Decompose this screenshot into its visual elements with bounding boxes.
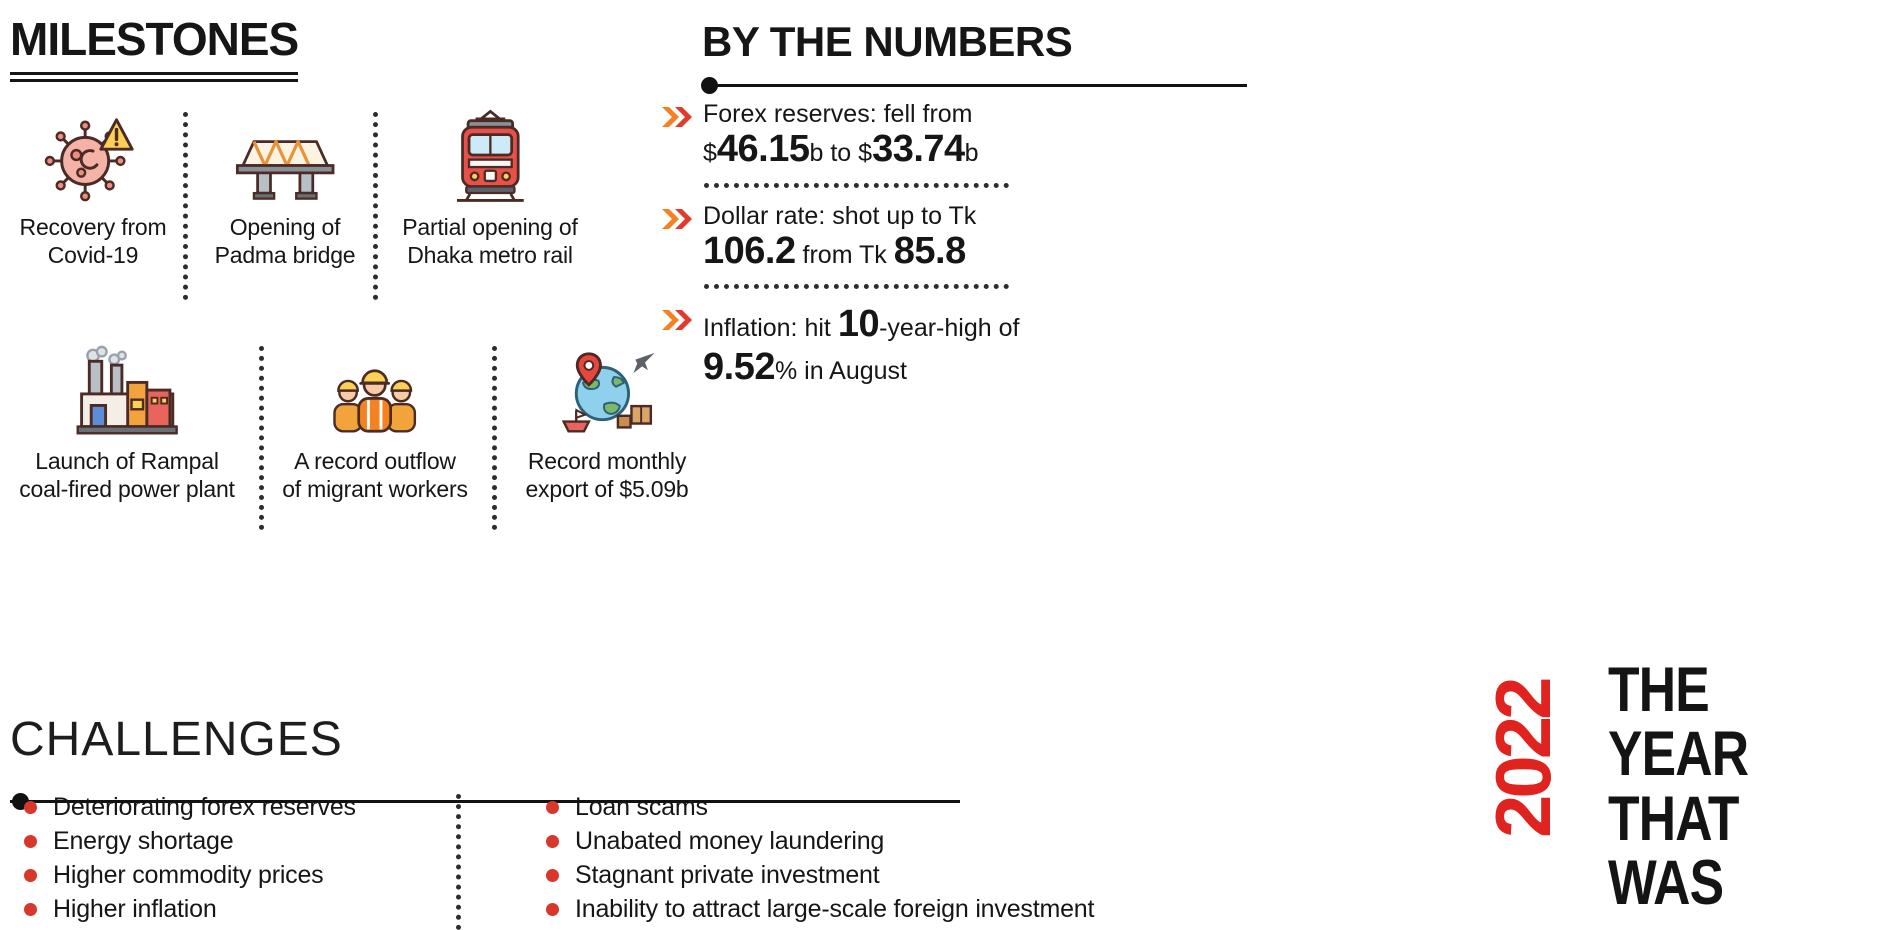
milestone-label: Recovery from Covid-19 <box>19 214 167 268</box>
stat-item-forex: Forex reserves: fell from $46.15b to $33.… <box>660 100 1120 171</box>
double-chevron-icon <box>662 208 692 229</box>
tagline-line1: THE YEAR <box>1608 655 1749 790</box>
section-rule <box>701 77 1247 94</box>
challenge-item: Stagnant private investment <box>546 858 1094 892</box>
line-start-dot <box>701 77 718 94</box>
milestone-label: Opening of Padma bridge <box>214 214 356 268</box>
challenge-label: Higher commodity prices <box>53 860 324 889</box>
stat-text: Dollar rate: shot up to Tk 106.2 from Tk … <box>703 201 977 272</box>
bullet-icon <box>546 800 559 814</box>
milestone-item-padma-bridge: Opening of Padma bridge <box>203 104 367 269</box>
stat-text: Inflation: hit 10-year-high of 9.52% in A… <box>703 303 1020 388</box>
dotted-divider <box>456 794 461 930</box>
dotted-divider <box>259 346 264 530</box>
year-tagline: THE YEAR THAT WAS <box>1608 658 1836 915</box>
challenge-label: Unabated money laundering <box>575 826 885 855</box>
dotted-divider <box>492 346 497 530</box>
dotted-separator <box>704 182 1009 188</box>
challenge-item: Loan scams <box>546 790 1094 824</box>
milestone-item-metro-rail: Partial opening of Dhaka metro rail <box>390 104 590 269</box>
challenge-label: Loan scams <box>575 792 708 821</box>
challenge-label: Stagnant private investment <box>575 860 880 889</box>
migrant-workers-icon <box>280 338 470 440</box>
milestone-label: Launch of Rampal coal-fired power plant <box>19 448 235 502</box>
challenge-label: Higher inflation <box>53 894 217 923</box>
milestone-item-export: Record monthly export of $5.09b <box>514 338 700 503</box>
milestone-item-covid: Recovery from Covid-19 <box>8 104 178 269</box>
dotted-divider <box>183 112 188 300</box>
export-globe-icon <box>514 338 700 440</box>
milestone-label: Partial opening of Dhaka metro rail <box>402 214 578 268</box>
challenges-left-column: Deteriorating forex reserves Energy shor… <box>24 790 356 926</box>
double-chevron-icon <box>662 310 692 331</box>
challenge-label: Inability to attract large-scale foreign… <box>575 894 1095 923</box>
stat-text: Forex reserves: fell from $46.15b to $33.… <box>703 100 979 170</box>
numbers-list: Forex reserves: fell from $46.15b to $33.… <box>660 100 1120 388</box>
challenge-item: Unabated money laundering <box>546 824 1094 858</box>
double-chevron-icon <box>662 107 692 127</box>
bullet-icon <box>24 800 37 814</box>
year-label: 2022 <box>1479 680 1567 838</box>
challenge-label: Energy shortage <box>53 826 234 855</box>
challenge-item: Deteriorating forex reserves <box>24 790 356 824</box>
bullet-icon <box>546 902 559 916</box>
milestone-item-power-plant: Launch of Rampal coal-fired power plant <box>2 338 252 503</box>
dotted-divider <box>373 112 378 300</box>
by-the-numbers-title: BY THE NUMBERS <box>702 18 1073 65</box>
milestone-item-migrant-workers: A record outflow of migrant workers <box>280 338 470 503</box>
bullet-icon <box>24 834 37 848</box>
challenge-label: Deteriorating forex reserves <box>53 792 356 821</box>
stat-item-inflation: Inflation: hit 10-year-high of 9.52% in A… <box>660 303 1120 388</box>
milestone-label: Record monthly export of $5.09b <box>525 448 689 502</box>
dotted-separator <box>704 284 1009 290</box>
power-plant-icon <box>2 338 252 440</box>
padma-bridge-icon <box>203 104 367 206</box>
challenge-item: Energy shortage <box>24 824 356 858</box>
stat-item-dollar-rate: Dollar rate: shot up to Tk 106.2 from Tk … <box>660 202 1120 273</box>
bullet-icon <box>546 834 559 848</box>
challenge-item: Higher inflation <box>24 892 356 926</box>
covid-virus-icon <box>8 104 178 206</box>
metro-rail-icon <box>390 104 590 206</box>
challenge-item: Inability to attract large-scale foreign… <box>546 892 1094 926</box>
bullet-icon <box>546 868 559 882</box>
bullet-icon <box>24 902 37 916</box>
challenges-right-column: Loan scams Unabated money laundering Sta… <box>546 790 1094 926</box>
milestones-title: MILESTONES <box>10 12 299 82</box>
bullet-icon <box>24 868 37 882</box>
tagline-line2: THAT WAS <box>1608 783 1739 918</box>
milestone-label: A record outflow of migrant workers <box>282 448 468 502</box>
challenges-title: CHALLENGES <box>10 713 343 766</box>
challenge-item: Higher commodity prices <box>24 858 356 892</box>
